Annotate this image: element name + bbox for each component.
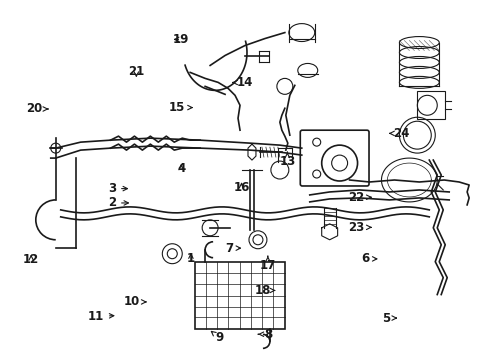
Text: 24: 24 [389,127,409,140]
Text: 11: 11 [88,310,114,323]
Text: 12: 12 [23,253,39,266]
Text: 5: 5 [381,311,396,325]
Text: 9: 9 [211,331,223,344]
Text: 19: 19 [173,33,189,46]
Text: 21: 21 [128,65,144,78]
Text: 13: 13 [279,152,295,168]
Text: 17: 17 [259,256,275,272]
Text: 4: 4 [177,162,185,175]
Text: 22: 22 [347,191,370,204]
Text: 10: 10 [123,296,145,309]
Text: 8: 8 [258,328,271,341]
Text: 20: 20 [26,103,48,116]
Text: 14: 14 [232,76,252,89]
Text: 2: 2 [108,197,128,210]
Text: 18: 18 [254,284,274,297]
Text: 15: 15 [169,101,192,114]
Bar [416,91,444,119]
Bar [195,262,285,329]
Text: 6: 6 [361,252,376,265]
Text: 7: 7 [224,242,240,255]
Text: 23: 23 [347,221,370,234]
Text: 3: 3 [108,182,127,195]
Text: 1: 1 [186,252,195,265]
Text: 16: 16 [233,181,249,194]
